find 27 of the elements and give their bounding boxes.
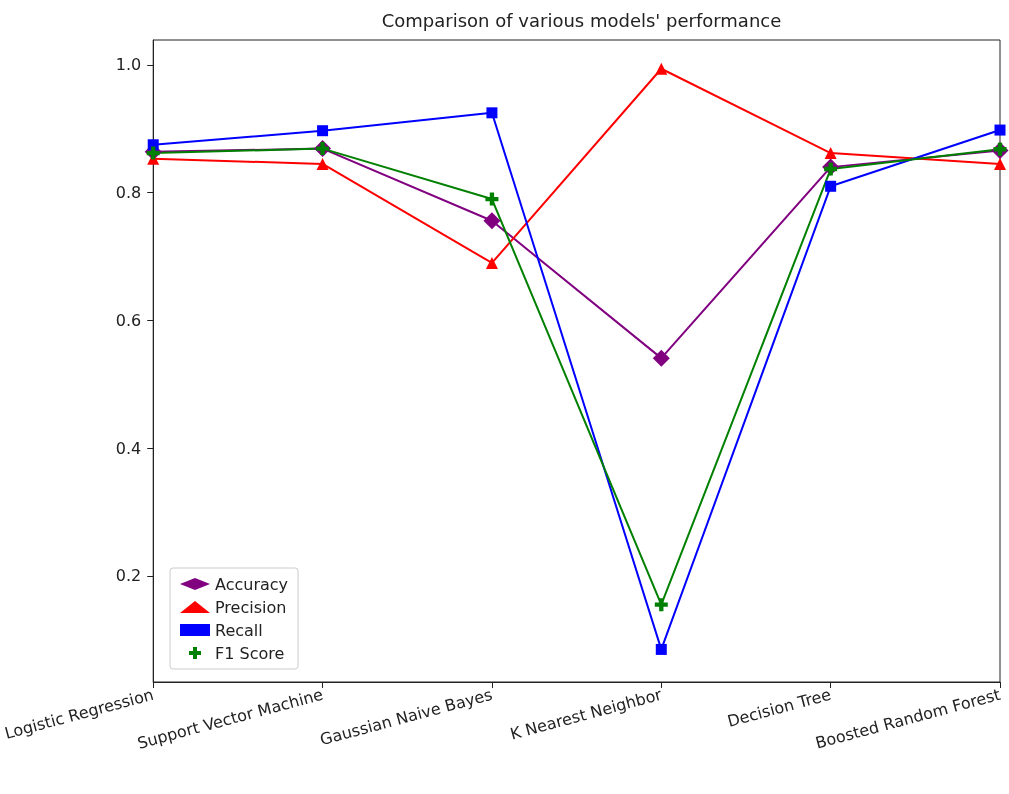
- y-tick-label: 0.2: [115, 566, 142, 586]
- x-tick-label: Decision Tree: [725, 684, 834, 731]
- legend-label: Precision: [215, 597, 287, 617]
- point: [654, 598, 668, 612]
- point: [994, 157, 1006, 170]
- point: [486, 107, 498, 119]
- y-tick-label: 0.6: [115, 310, 142, 330]
- legend-label: Accuracy: [215, 574, 289, 594]
- point: [317, 125, 329, 137]
- point: [485, 192, 499, 206]
- legend-label: F1 Score: [215, 643, 285, 663]
- point: [994, 124, 1006, 136]
- y-tick-label: 1.0: [115, 55, 142, 75]
- point: [825, 180, 837, 192]
- point: [655, 62, 668, 75]
- point: [483, 212, 501, 230]
- point: [316, 157, 329, 170]
- y-tick-label: 0.4: [115, 438, 142, 458]
- point: [824, 147, 837, 160]
- point: [655, 643, 667, 655]
- point: [147, 139, 159, 151]
- y-tick-label: 0.8: [115, 183, 142, 203]
- chart-title: Comparison of various models' performance: [381, 9, 782, 31]
- point: [824, 162, 838, 176]
- point: [652, 349, 670, 367]
- point: [485, 256, 498, 269]
- legend-label: Recall: [215, 620, 263, 640]
